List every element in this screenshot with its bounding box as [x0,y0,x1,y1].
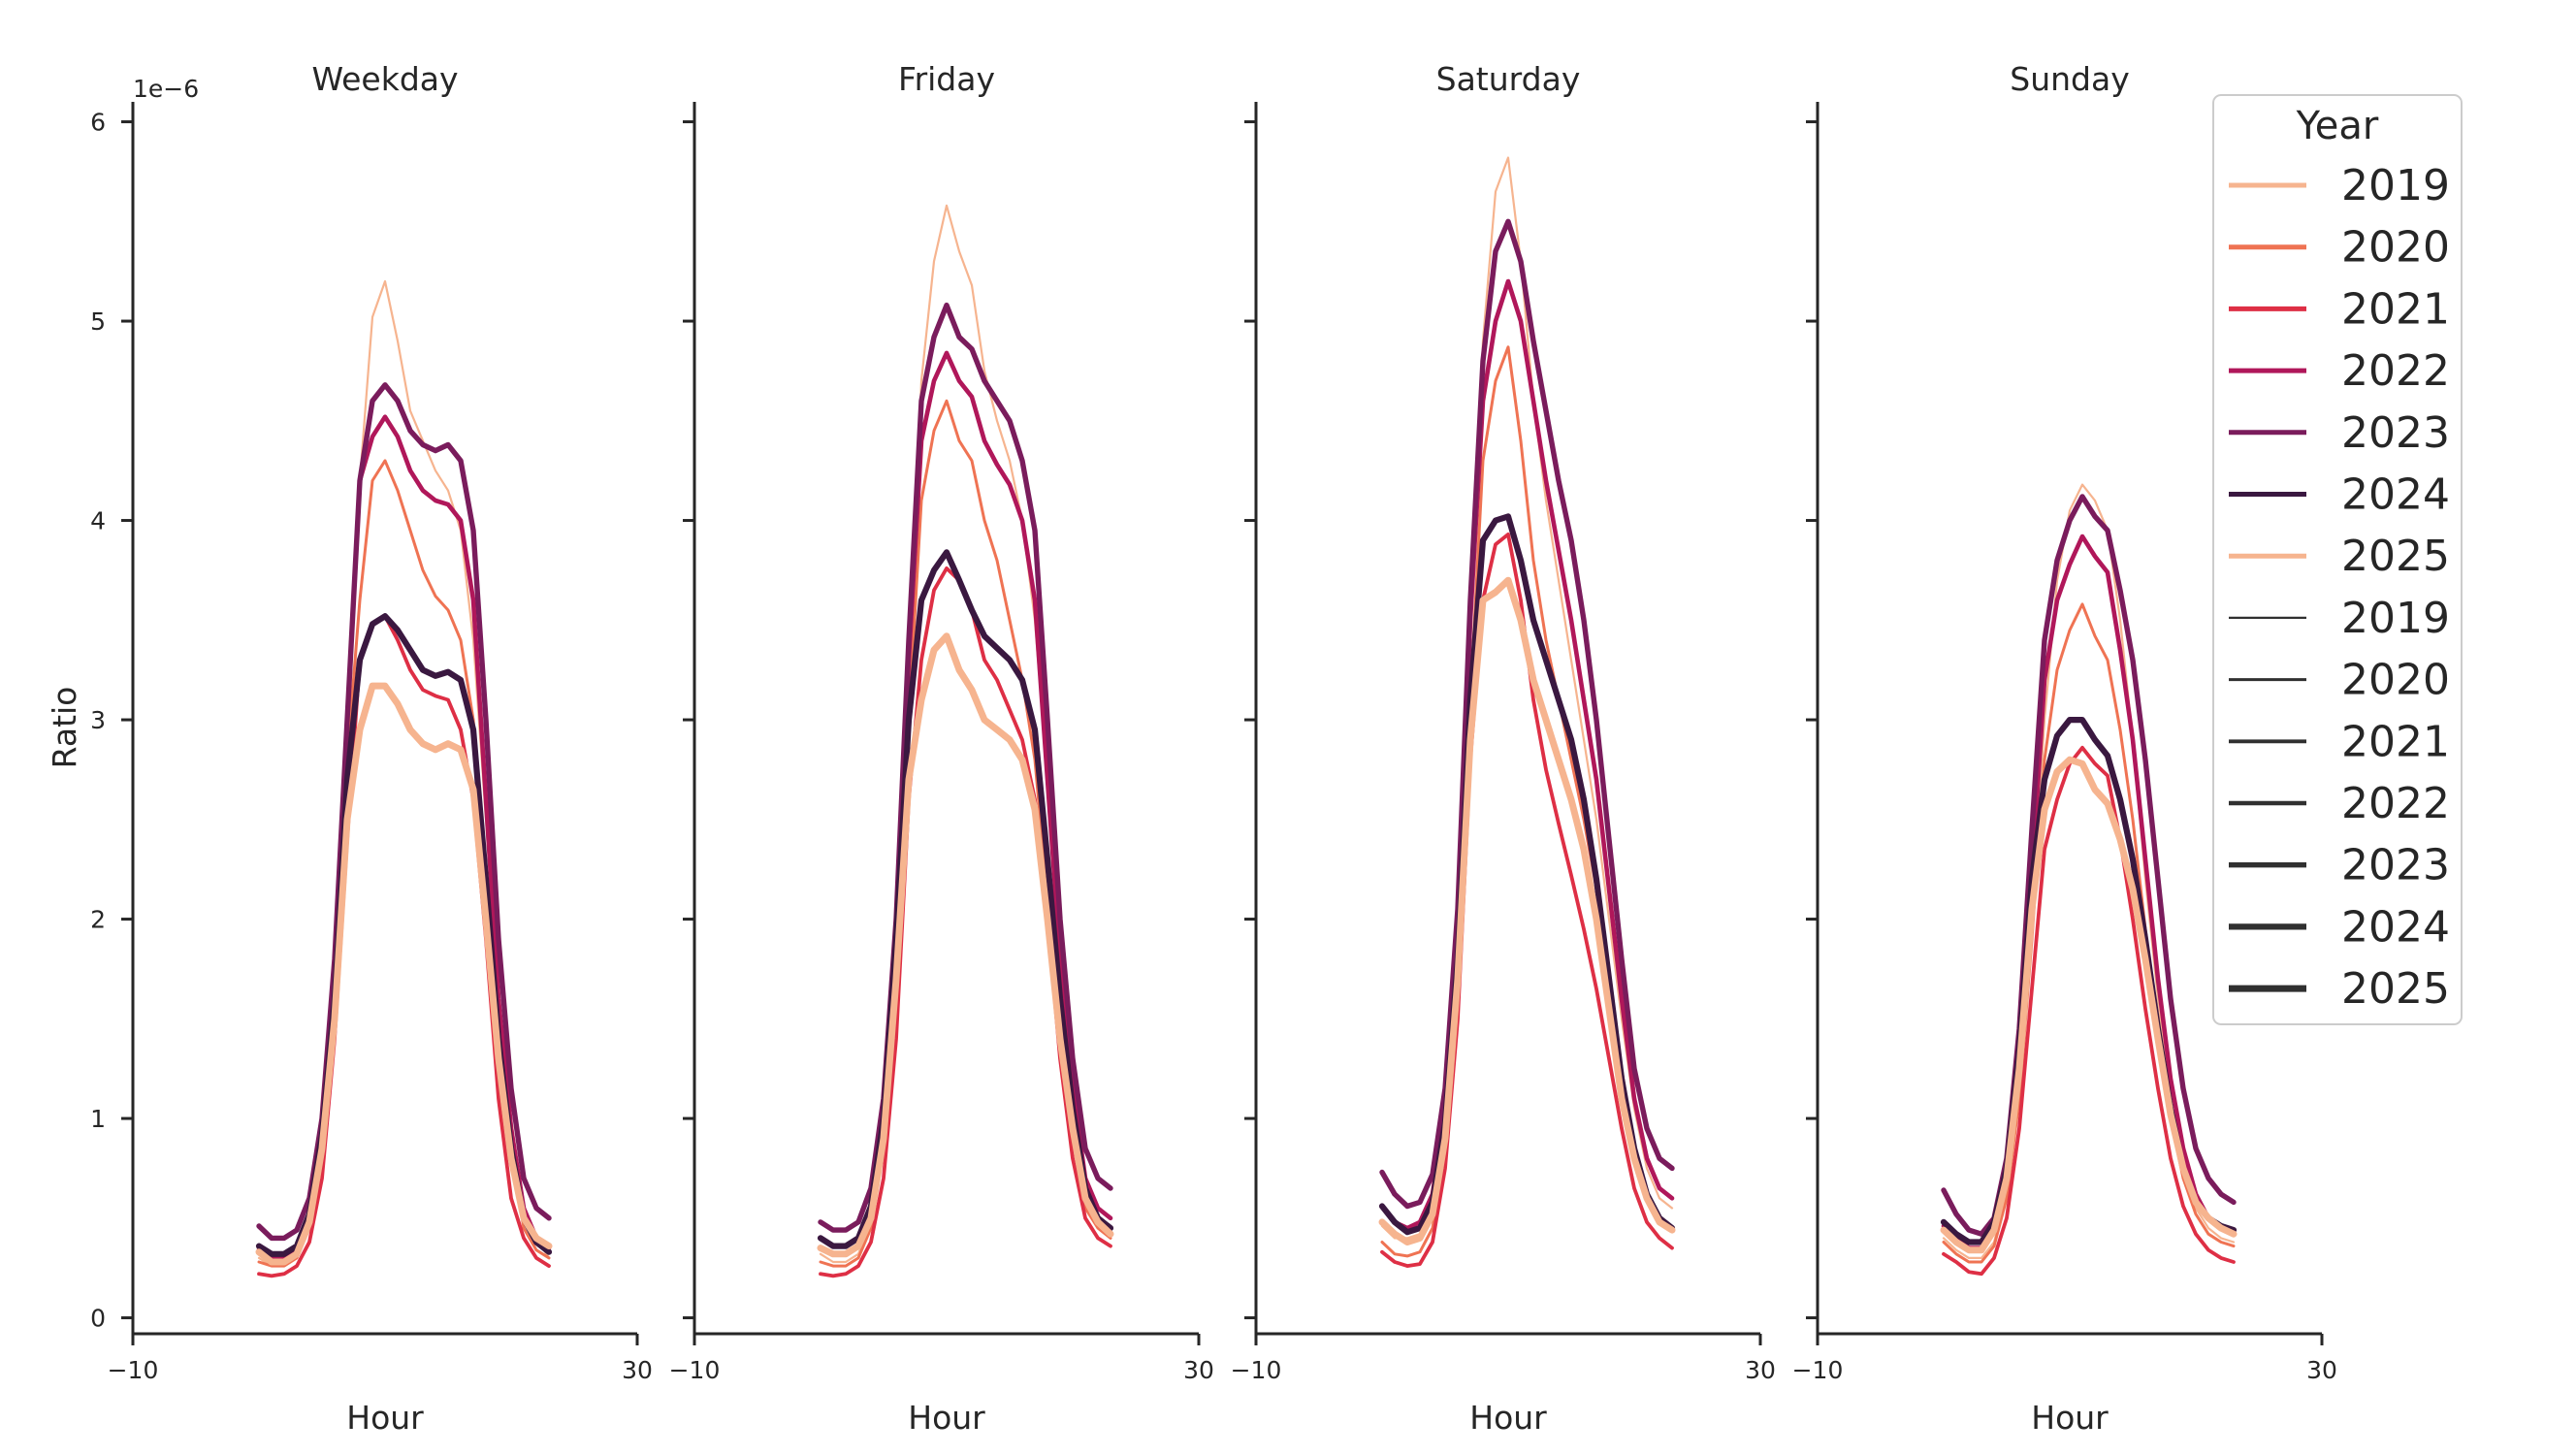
legend-entry-label: 2019 [2341,594,2450,643]
series-line-2021 [257,614,551,1278]
series-lines [255,279,553,1278]
series-line-2023 [818,302,1113,1233]
x-axis-label: Hour [908,1399,985,1437]
legend-entry-label: 2020 [2341,223,2450,273]
legend-frame [2212,94,2463,1025]
legend-entry-label: 2020 [2341,656,2450,705]
y-tick-label: 2 [90,906,106,934]
series-line-2025 [817,632,1114,1258]
series-lines [817,204,1114,1278]
series-line-2023 [1379,218,1675,1210]
y-tick-label: 5 [90,307,106,336]
legend-entry-label: 2019 [2341,161,2450,210]
panel-friday: −10 30 Hour Friday [669,60,1214,1437]
x-tick-label: 30 [1183,1356,1214,1384]
legend-entry-label: 2024 [2341,902,2450,952]
legend-entry-label: 2024 [2341,470,2450,520]
legend-entry-label: 2023 [2341,408,2450,458]
panel-title: Friday [898,60,995,98]
x-axis-label: Hour [2031,1399,2109,1437]
legend: Year 2019 2020 2021 2022 2023 2024 2025 2019 2020… [2212,94,2463,1025]
legend-title: Year [2296,104,2379,148]
legend-entry-label: 2021 [2341,284,2450,334]
x-axis-label: Hour [346,1399,424,1437]
y-axis-label: Ratio [46,687,83,769]
series-lines [1378,156,1676,1268]
x-tick-label: −10 [1792,1356,1844,1384]
series-lines [1940,483,2238,1277]
legend-entry-label: 2022 [2341,779,2450,828]
panel-title: Weekday [311,60,458,98]
legend-entry-label: 2025 [2341,964,2450,1014]
y-tick-label: 0 [90,1305,106,1333]
series-line-2020 [1942,602,2236,1264]
panel-sunday: −10 30 Hour Sunday [1792,60,2337,1437]
x-tick-label: −10 [108,1356,159,1384]
legend-entry-label: 2023 [2341,841,2450,890]
legend-entry-label: 2025 [2341,532,2450,581]
series-line-2025 [1940,756,2238,1254]
x-axis-label: Hour [1469,1399,1547,1437]
series-line-2021 [1942,745,2236,1277]
legend-entry-label: 2021 [2341,717,2450,766]
y-tick-label: 6 [90,109,106,137]
panel-saturday: −10 30 Hour Saturday [1231,60,1776,1437]
legend-entry-label: 2022 [2341,346,2450,396]
series-line-2023 [256,382,552,1242]
y-tick-label: 1 [90,1105,106,1133]
y-tick-label: 3 [90,706,106,734]
x-tick-label: 30 [1745,1356,1776,1384]
y-tick-label: 4 [90,507,106,535]
x-tick-label: −10 [669,1356,721,1384]
y-offset-text: 1e−6 [133,75,199,103]
panel-title: Sunday [2010,60,2129,98]
panel-weekday: 0 1 2 3 4 5 6 −10 30 Hour Weekday [90,60,653,1437]
series-line-2025 [255,682,553,1266]
panel-title: Saturday [1436,60,1581,98]
x-tick-label: 30 [2306,1356,2337,1384]
x-tick-label: 30 [622,1356,653,1384]
x-tick-label: −10 [1231,1356,1282,1384]
series-line-2025 [1378,576,1676,1245]
